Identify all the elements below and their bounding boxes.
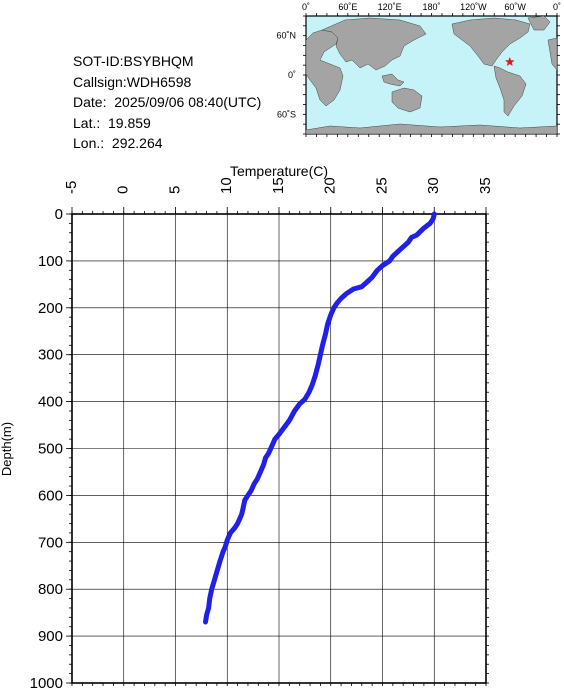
map-frame-ticks bbox=[303, 13, 560, 137]
x-tick-label: 25 bbox=[373, 177, 390, 194]
y-tick-label: 500 bbox=[38, 441, 63, 458]
map-longitude-label: 0˚ bbox=[553, 2, 561, 12]
map-latitude-label: 0˚ bbox=[288, 70, 296, 80]
float-info-block: SOT-ID:BSYBHQM Callsign:WDH6598 Date: 20… bbox=[73, 51, 261, 154]
x-tick-label: 20 bbox=[322, 177, 339, 194]
y-tick-label: 600 bbox=[38, 487, 63, 504]
map-longitude-labels: 0˚ 60˚E 120˚E 180˚ 120˚W 60˚W 0˚ bbox=[302, 2, 561, 12]
x-tick-label: 0 bbox=[115, 186, 132, 194]
x-tick-label: -5 bbox=[63, 181, 80, 194]
land-europe-east-edge bbox=[547, 37, 558, 71]
y-tick-label: 200 bbox=[38, 300, 63, 317]
callsign-text: Callsign:WDH6598 bbox=[73, 73, 192, 90]
land-australia bbox=[391, 87, 423, 113]
x-tick-label: 10 bbox=[218, 177, 235, 194]
temperature-profile-line bbox=[203, 211, 437, 625]
land-asia bbox=[321, 17, 427, 71]
x-tick-label: 15 bbox=[270, 177, 287, 194]
longitude-text: Lon.: 292.264 bbox=[73, 135, 163, 151]
x-tick-label: 30 bbox=[425, 177, 442, 194]
y-tick-label: 400 bbox=[38, 394, 63, 411]
latitude-text: Lat.: 19.859 bbox=[73, 114, 151, 131]
land-greenland bbox=[527, 15, 551, 31]
map-latitude-labels: 60˚N 0˚ 60˚S bbox=[276, 31, 296, 120]
map-longitude-label: 180˚ bbox=[422, 2, 440, 12]
plot-grid bbox=[71, 213, 487, 684]
map-longitude-label: 0˚ bbox=[302, 2, 310, 12]
x-axis-label: Temperature(C) bbox=[230, 163, 328, 179]
map-latitude-label: 60˚N bbox=[276, 31, 296, 41]
x-tick-label: 35 bbox=[477, 177, 494, 194]
y-tick-label: 900 bbox=[38, 628, 63, 645]
y-tick-label: 0 bbox=[55, 206, 63, 223]
y-axis-label: Depth(m) bbox=[0, 422, 14, 476]
date-text: Date: 2025/09/06 08:40(UTC) bbox=[73, 94, 262, 110]
plot-frame bbox=[71, 213, 487, 684]
land-indonesia bbox=[381, 73, 405, 87]
map-latitude-label: 60˚S bbox=[277, 109, 296, 119]
y-tick-label: 700 bbox=[38, 534, 63, 551]
location-map: 0˚ 60˚E 120˚E 180˚ 120˚W 60˚W 0˚ 60˚N 0˚ 60˚S bbox=[276, 2, 561, 137]
y-tick-label: 100 bbox=[38, 253, 63, 270]
x-tick-label: 5 bbox=[166, 186, 183, 194]
map-longitude-label: 60˚W bbox=[504, 2, 526, 12]
x-axis-tick-labels: -5 0 5 10 15 20 25 30 35 bbox=[63, 177, 494, 194]
land-south-america bbox=[493, 65, 527, 117]
sot-id-text: SOT-ID:BSYBHQM bbox=[73, 53, 194, 69]
y-axis-tick-labels: 0 100 200 300 400 500 600 700 800 900 1000 bbox=[30, 206, 63, 690]
map-longitude-label: 120˚E bbox=[378, 2, 402, 12]
float-location-star-icon bbox=[505, 57, 515, 66]
map-longitude-label: 60˚E bbox=[338, 2, 357, 12]
plot-minor-ticks bbox=[66, 207, 489, 686]
land-north-america bbox=[451, 17, 531, 67]
y-tick-label: 1000 bbox=[30, 675, 63, 690]
y-tick-label: 300 bbox=[38, 347, 63, 364]
y-tick-label: 800 bbox=[38, 581, 63, 598]
map-longitude-label: 120˚W bbox=[460, 2, 487, 12]
